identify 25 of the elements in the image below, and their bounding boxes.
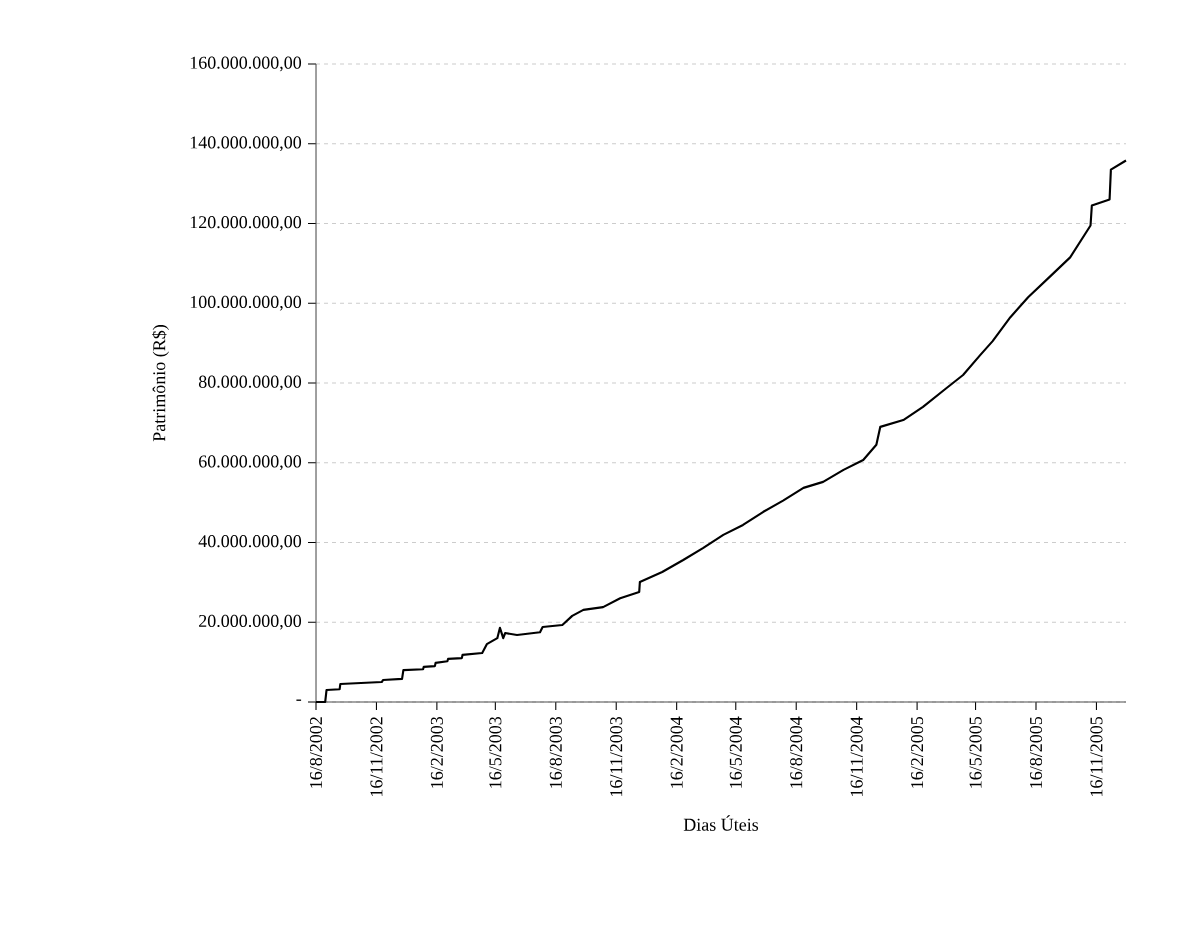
y-tick-label: 40.000.000,00 [198, 535, 302, 550]
x-tick-label: 16/8/2002 [309, 717, 323, 788]
x-tick-label: 16/5/2005 [969, 716, 982, 788]
x-tick-label: 16/5/2003 [489, 716, 502, 788]
y-axis-title: Patrimônio (R$) [152, 325, 169, 442]
x-tick-label: 16/8/2005 [1029, 716, 1043, 788]
y-tick-label: 100.000.000,00 [190, 295, 302, 311]
x-tick-label: 16/2/2003 [430, 716, 443, 788]
x-tick-label: 16/8/2004 [790, 716, 803, 788]
y-tick-label: - [296, 699, 302, 701]
y-tick-label: 160.000.000,00 [190, 56, 302, 72]
x-tick-label: 16/11/2005 [1090, 716, 1103, 796]
x-tick-label: 16/2/2004 [670, 716, 683, 788]
x-axis-title: Dias Úteis [683, 815, 759, 831]
y-tick-label: 140.000.000,00 [190, 136, 302, 152]
y-tick-label: 80.000.000,00 [198, 375, 302, 391]
y-tick-label: 120.000.000,00 [190, 216, 302, 231]
x-tick-label: 16/5/2004 [729, 716, 742, 788]
x-tick-label: 16/2/2005 [911, 716, 924, 788]
x-tick-label: 16/8/2003 [549, 716, 562, 788]
y-tick-label: 60.000.000,00 [199, 455, 302, 471]
x-tick-label: 16/11/2004 [850, 716, 863, 796]
y-tick-label: 20.000.000,00 [199, 614, 302, 630]
x-tick-label: 16/11/2002 [370, 717, 383, 796]
x-tick-label: 16/11/2003 [610, 716, 623, 796]
